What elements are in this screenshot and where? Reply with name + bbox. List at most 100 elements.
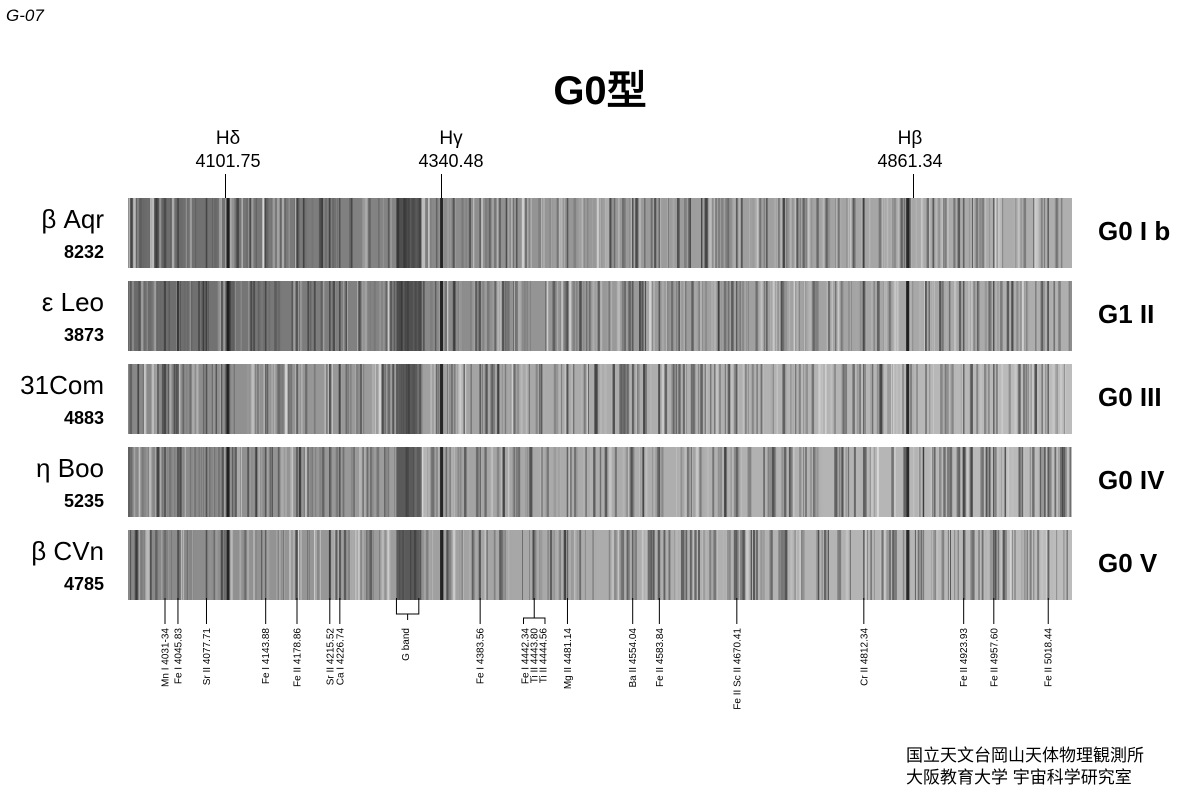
spectrum-streak [550, 530, 553, 600]
spectrum-streak [661, 447, 662, 517]
spectrum-streak [609, 447, 612, 517]
spectrum-streak [560, 198, 563, 268]
spectrum-streak [932, 281, 934, 351]
spectrum-streak [800, 530, 803, 600]
spectrum-streak [980, 447, 983, 517]
metal-absorption-line [205, 364, 208, 434]
spectrum-streak [303, 447, 306, 517]
spectrum-streak [576, 530, 578, 600]
spectrum-streak [468, 447, 470, 517]
spectrum-streak [661, 447, 663, 517]
spectrum-streak [357, 281, 360, 351]
spectrum-streak [182, 281, 185, 351]
spectrum-streak [572, 530, 575, 600]
spectrum-streak [882, 364, 885, 434]
spectrum-streak [252, 364, 254, 434]
spectrum-streak [223, 447, 225, 517]
spectrum-streak [784, 447, 787, 517]
spectrum-streak [267, 198, 269, 268]
spectrum-streak [447, 364, 449, 434]
metal-absorption-line [736, 447, 738, 517]
spectrum-streak [1048, 447, 1050, 517]
spectrum-streak [743, 530, 747, 600]
spectrum-streak [679, 364, 682, 434]
spectrum-streak [790, 364, 794, 434]
spectrum-streak [984, 364, 987, 434]
spectrum-streak [999, 530, 1001, 600]
spectrum-streak [778, 447, 780, 517]
spectrum-streak [860, 364, 862, 434]
metal-absorption-line [164, 447, 166, 517]
spectrum-streak [725, 198, 726, 268]
spectrum-streak [372, 530, 374, 600]
spectrum-streak [785, 281, 787, 351]
spectrum-streak [760, 364, 763, 434]
spectrum-streak [790, 447, 793, 517]
spectrum-streak [819, 447, 822, 517]
spectrum-streak [475, 447, 479, 517]
spectrum-streak [552, 281, 556, 351]
spectrum-streak [649, 281, 652, 351]
line-id-label: Fe II 4923.93 [959, 628, 970, 687]
spectrum-streak [197, 447, 200, 517]
spectrum-streak [355, 364, 357, 434]
spectrum-streak [631, 447, 632, 517]
spectrum-streak [852, 198, 855, 268]
spectrum-streak [706, 364, 709, 434]
spectrum-streak [686, 447, 689, 517]
spectrum-streak [444, 281, 447, 351]
spectrum-streak [925, 364, 927, 434]
metal-absorption-line [962, 281, 965, 351]
spectrum-streak [893, 364, 895, 434]
metal-absorption-line [339, 198, 341, 268]
spectrum-streak [493, 530, 496, 600]
spectrum-streak [150, 530, 152, 600]
spectrum-streak [977, 364, 979, 434]
spectrum-streak [385, 281, 388, 351]
spectrum-streak [349, 364, 352, 434]
spectrum-streak [300, 530, 302, 600]
spectrum-streak [159, 198, 162, 268]
spectrum-streak [693, 447, 695, 517]
spectrum-streak [370, 530, 372, 600]
spectrum-streak [930, 447, 932, 517]
spectrum-streak [990, 281, 992, 351]
spectrum-streak [888, 281, 891, 351]
spectrum-streak [725, 364, 726, 434]
spectrum-streak [596, 198, 599, 268]
spectrum-streak [512, 364, 515, 434]
spectrum-streak [824, 530, 827, 600]
spectrum-streak [1068, 281, 1070, 351]
spectrum-streak [1065, 530, 1068, 600]
metal-absorption-line [1047, 447, 1049, 517]
spectrum-streak [950, 198, 952, 268]
metal-absorption-line [631, 281, 634, 351]
spectrum-streak [1012, 281, 1014, 351]
spectrum-streak [1019, 364, 1021, 434]
spectrum-streak [639, 364, 640, 434]
spectrum-streak [464, 447, 467, 517]
spectrum-streak [496, 281, 500, 351]
spectrum-streak [946, 198, 949, 268]
spectrum-streak [815, 281, 816, 351]
spectrum-streak [908, 530, 911, 600]
spectrum-streak [760, 364, 763, 434]
spectrum-streak [932, 198, 935, 268]
spectrum-streak [1041, 281, 1043, 351]
spectrum-streak [1013, 364, 1015, 434]
metal-absorption-line [164, 198, 166, 268]
spectrum-streak [712, 530, 714, 600]
spectrum-streak [956, 530, 958, 600]
spectrum-streak [449, 198, 451, 268]
spectrum-streak [435, 364, 437, 434]
spectrum-streak [771, 447, 773, 517]
spectrum-streak [186, 364, 188, 434]
spectrum-streak [389, 198, 392, 268]
spectrum-streak [608, 198, 610, 268]
spectrum-streak [459, 281, 462, 351]
spectrum-streak [953, 364, 956, 434]
h-delta-label: Hδ 4101.75 [168, 128, 288, 172]
spectrum-streak [430, 447, 433, 517]
spectrum-streak [249, 447, 253, 517]
spectrum-streak [165, 447, 167, 517]
